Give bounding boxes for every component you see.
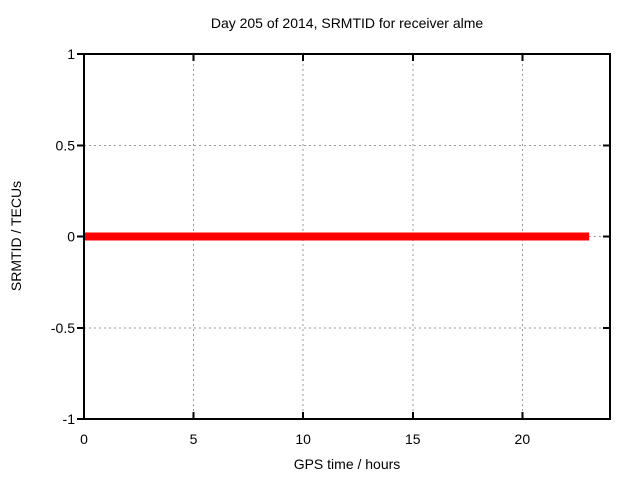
y-tick-label: 1 bbox=[67, 46, 75, 62]
y-tick-label: 0.5 bbox=[56, 137, 76, 153]
x-tick-label: 0 bbox=[80, 431, 88, 447]
y-tick-label: -0.5 bbox=[51, 320, 75, 336]
y-tick-label: 0 bbox=[67, 229, 75, 245]
x-tick-label: 5 bbox=[190, 431, 198, 447]
chart-title: Day 205 of 2014, SRMTID for receiver alm… bbox=[210, 15, 484, 31]
x-tick-label: 10 bbox=[295, 431, 311, 447]
y-tick-label: -1 bbox=[63, 411, 76, 427]
x-tick-label: 15 bbox=[405, 431, 421, 447]
x-tick-label: 20 bbox=[515, 431, 531, 447]
x-axis-label: GPS time / hours bbox=[293, 456, 401, 472]
